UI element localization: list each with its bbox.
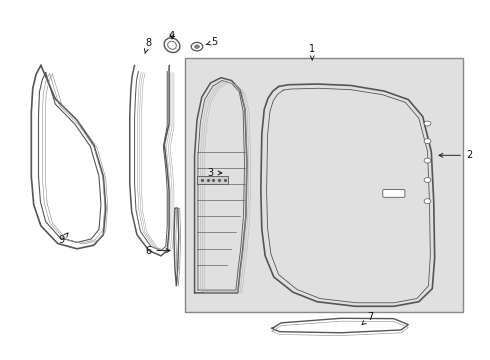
Circle shape	[424, 139, 431, 144]
Text: 5: 5	[206, 37, 218, 47]
Circle shape	[191, 42, 203, 51]
FancyBboxPatch shape	[383, 189, 405, 197]
Circle shape	[424, 199, 431, 204]
Text: 8: 8	[145, 38, 151, 54]
Circle shape	[424, 121, 431, 126]
Bar	[197, 176, 228, 184]
Text: 6: 6	[145, 246, 170, 256]
Circle shape	[195, 45, 199, 48]
Circle shape	[424, 177, 431, 183]
Text: 3: 3	[208, 168, 222, 178]
Circle shape	[424, 158, 431, 163]
Text: 9: 9	[58, 233, 68, 245]
Bar	[185, 58, 464, 312]
Text: 2: 2	[439, 150, 472, 160]
Text: 4: 4	[169, 31, 175, 41]
Ellipse shape	[168, 41, 176, 49]
Text: 1: 1	[309, 44, 315, 60]
Ellipse shape	[164, 38, 180, 53]
Text: 7: 7	[362, 312, 374, 325]
